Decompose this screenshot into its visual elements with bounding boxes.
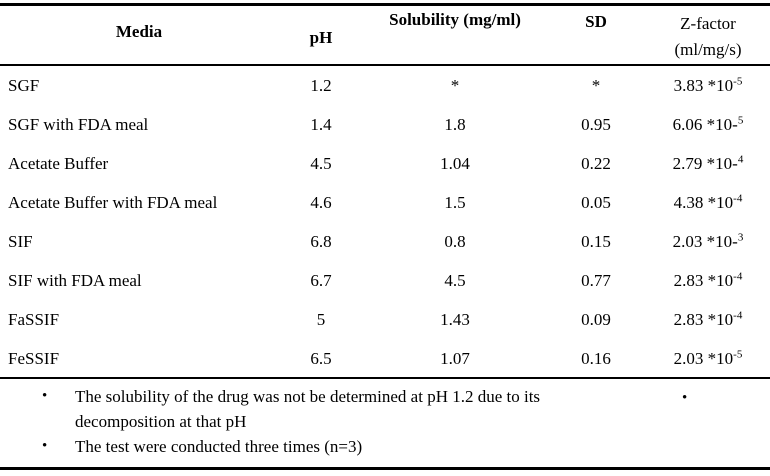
- solubility-cell: 1.07: [440, 348, 470, 368]
- footnote-text: The solubility of the drug was not be de…: [75, 387, 541, 431]
- footnote-text: The test were conducted three times (n=3…: [75, 437, 363, 456]
- solubility-cell: 4.5: [444, 270, 466, 290]
- zfactor-base: 2.83 *10: [673, 270, 734, 290]
- ph-cell: 1.2: [310, 75, 332, 95]
- zfactor-exponent: -4: [733, 269, 743, 282]
- zfactor-cell: 4.38 *10-4: [646, 191, 770, 213]
- solubility-cell: 1.5: [444, 192, 466, 212]
- zfactor-exponent: 3: [737, 230, 744, 243]
- media-cell: FaSSIF: [8, 309, 60, 329]
- zfactor-header-line2: (ml/mg/s): [674, 40, 742, 59]
- zfactor-cell: 2.83 *10-4: [646, 269, 770, 291]
- table-row-acetate-fda: Acetate Buffer with FDA meal 4.6 1.5 0.0…: [0, 183, 770, 222]
- bullet-icon: •: [42, 438, 48, 454]
- solubility-cell: *: [450, 75, 460, 95]
- zfactor-exponent: 4: [737, 152, 744, 165]
- solubility-cell: 1.8: [444, 114, 466, 134]
- zfactor-base: 6.06 *10-: [672, 114, 738, 134]
- ph-cell: 1.4: [310, 114, 332, 134]
- zfactor-cell: 2.79 *10-4: [646, 152, 770, 174]
- zfactor-exponent: -4: [733, 308, 743, 321]
- column-header-solubility: Solubility (mg/ml): [389, 10, 521, 29]
- sd-cell: 0.22: [581, 153, 611, 173]
- media-cell: FeSSIF: [8, 348, 60, 368]
- table-bottom-rule: [0, 467, 770, 470]
- bullet-icon: •: [42, 388, 48, 404]
- footnote-separator-rule: [0, 377, 770, 379]
- zfactor-base: 2.79 *10-: [672, 153, 738, 173]
- ph-cell: 6.8: [310, 231, 332, 251]
- sd-cell: 0.15: [581, 231, 611, 251]
- zfactor-cell: 6.06 *10-5: [646, 113, 770, 135]
- column-header-media: Media: [115, 22, 163, 41]
- column-header-sd: SD: [585, 12, 607, 31]
- sd-cell: 0.16: [581, 348, 611, 368]
- table-row-sgf: SGF 1.2 * * 3.83 *10-5: [0, 66, 770, 105]
- table-row-sif: SIF 6.8 0.8 0.15 2.03 *10-3: [0, 222, 770, 261]
- table-row-sgf-fda: SGF with FDA meal 1.4 1.8 0.95 6.06 *10-…: [0, 105, 770, 144]
- sd-cell: 0.77: [581, 270, 611, 290]
- sd-cell: *: [591, 75, 601, 95]
- media-cell: SGF: [8, 75, 40, 95]
- solubility-cell: 1.43: [440, 309, 470, 329]
- ph-cell: 6.5: [310, 348, 332, 368]
- column-header-zfactor: Z-factor (ml/mg/s): [646, 8, 770, 64]
- zfactor-cell: 2.03 *10-3: [646, 230, 770, 252]
- zfactor-cell: 2.03 *10-5: [646, 347, 770, 369]
- sd-cell: 0.95: [581, 114, 611, 134]
- zfactor-cell: 2.83 *10-4: [646, 308, 770, 330]
- zfactor-base: 3.83 *10: [673, 75, 734, 95]
- header-separator-rule: [0, 64, 770, 66]
- zfactor-base: 2.03 *10: [673, 348, 734, 368]
- table-body: SGF 1.2 * * 3.83 *10-5 SGF with FDA meal…: [0, 66, 770, 378]
- ph-cell: 4.5: [310, 153, 332, 173]
- zfactor-exponent: -5: [733, 347, 743, 360]
- footnote-item: • The solubility of the drug was not be …: [42, 384, 642, 434]
- media-cell: Acetate Buffer: [8, 153, 109, 173]
- media-cell: SIF: [8, 231, 33, 251]
- zfactor-base: 2.83 *10: [673, 309, 734, 329]
- zfactor-exponent: -5: [733, 74, 743, 87]
- solubility-cell: 0.8: [444, 231, 466, 251]
- sd-cell: 0.09: [581, 309, 611, 329]
- zfactor-base: 4.38 *10: [673, 192, 734, 212]
- table-header-row: Media pH Solubility (mg/ml) SD Z-factor …: [0, 8, 770, 64]
- solubility-cell: 1.04: [440, 153, 470, 173]
- zfactor-exponent: -4: [733, 191, 743, 204]
- footnotes-list: • The solubility of the drug was not be …: [42, 384, 642, 459]
- table-row-sif-fda: SIF with FDA meal 6.7 4.5 0.77 2.83 *10-…: [0, 261, 770, 300]
- zfactor-header-line1: Z-factor: [680, 14, 736, 33]
- sd-cell: 0.05: [581, 192, 611, 212]
- table-top-rule: [0, 3, 770, 6]
- table-row-fessif: FeSSIF 6.5 1.07 0.16 2.03 *10-5: [0, 339, 770, 378]
- media-cell: SGF with FDA meal: [8, 114, 149, 134]
- media-cell: Acetate Buffer with FDA meal: [8, 192, 218, 212]
- zfactor-base: 2.03 *10-: [672, 231, 738, 251]
- ph-cell: 4.6: [310, 192, 332, 212]
- table-row-fassif: FaSSIF 5 1.43 0.09 2.83 *10-4: [0, 300, 770, 339]
- footnote-item: • The test were conducted three times (n…: [42, 434, 642, 459]
- ph-cell: 6.7: [310, 270, 332, 290]
- ph-cell: 5: [316, 309, 326, 329]
- column-header-ph: pH: [309, 28, 333, 47]
- table-row-acetate: Acetate Buffer 4.5 1.04 0.22 2.79 *10-4: [0, 144, 770, 183]
- stray-bullet-icon: •: [682, 390, 688, 406]
- zfactor-cell: 3.83 *10-5: [646, 74, 770, 96]
- media-cell: SIF with FDA meal: [8, 270, 142, 290]
- zfactor-exponent: 5: [737, 113, 744, 126]
